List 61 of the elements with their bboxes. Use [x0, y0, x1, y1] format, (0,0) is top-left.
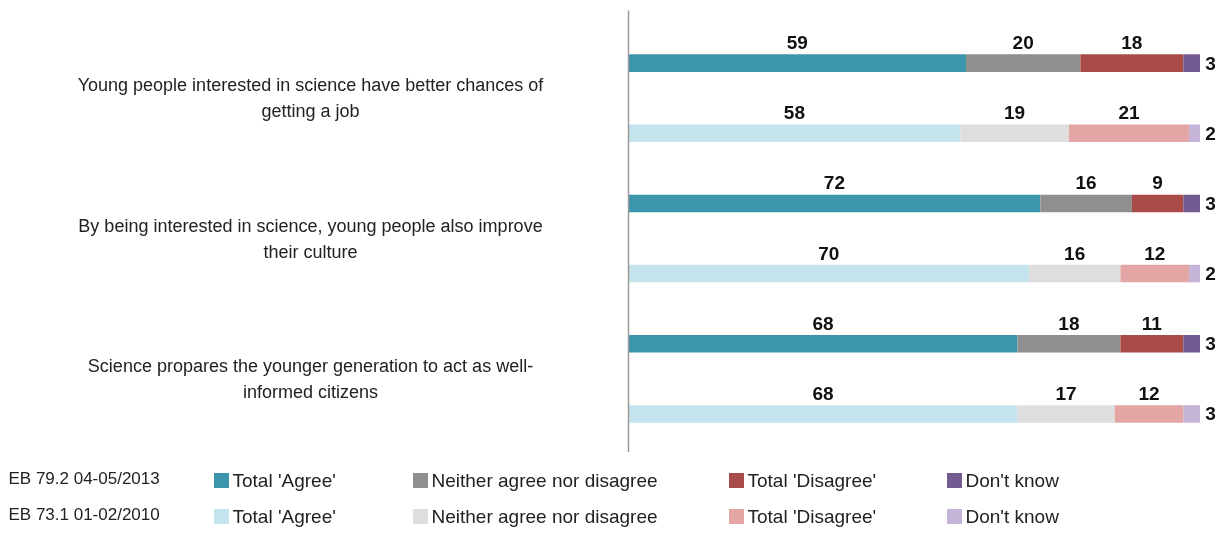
data-label: 68	[812, 382, 834, 404]
data-label: 20	[1012, 32, 1034, 54]
data-label: 21	[1118, 102, 1140, 124]
data-label: 70	[818, 242, 840, 264]
bar	[628, 54, 966, 72]
bar	[1017, 334, 1121, 353]
legend-label: Don't know	[965, 506, 1060, 527]
bar	[1131, 194, 1184, 213]
data-label: 16	[1064, 242, 1086, 264]
bar	[1189, 124, 1200, 143]
data-label: 12	[1138, 382, 1160, 404]
data-label: 19	[1004, 102, 1026, 124]
legend-label: Total 'Disagree'	[747, 470, 877, 491]
bar	[1183, 194, 1200, 213]
data-label: 12	[1144, 242, 1166, 264]
bar	[628, 405, 1018, 423]
y-tick-label: By being interested in science, young people also improve their culture	[78, 215, 543, 262]
bar	[1183, 54, 1200, 72]
data-label: 68	[812, 312, 834, 334]
data-label: 3	[1205, 192, 1216, 214]
y-tick-label: Young people interested in science have better chances of getting a job	[77, 75, 545, 122]
legend-label: Total 'Agree'	[232, 470, 336, 491]
bar	[1080, 54, 1184, 72]
bar	[965, 54, 1081, 72]
text: EB 79.2 04-05/2013	[8, 469, 160, 488]
bar	[628, 124, 961, 143]
bar	[628, 264, 1029, 283]
bar	[960, 124, 1069, 143]
legend-label: Total 'Agree'	[232, 506, 336, 527]
data-label: 2	[1205, 122, 1216, 144]
bar	[1189, 264, 1200, 283]
data-label: 59	[786, 32, 808, 54]
bar	[1183, 334, 1200, 353]
bar	[1114, 405, 1184, 423]
data-label: 18	[1058, 312, 1080, 334]
data-label: 17	[1055, 382, 1077, 404]
bar	[628, 334, 1018, 353]
data-label: 72	[823, 172, 845, 194]
bar	[1028, 264, 1121, 283]
data-label: 3	[1205, 333, 1216, 355]
text: EB 73.1 01-02/2010	[8, 505, 160, 524]
data-label: 11	[1141, 312, 1163, 334]
data-label: 2	[1205, 263, 1216, 285]
bar	[1120, 264, 1190, 283]
legend-label: Total 'Disagree'	[747, 506, 877, 527]
data-label: 18	[1121, 32, 1143, 54]
bar	[628, 194, 1041, 213]
data-label: 16	[1075, 172, 1097, 194]
data-label: 3	[1205, 403, 1216, 425]
bar	[1040, 194, 1132, 213]
data-label: 9	[1152, 172, 1163, 194]
data-label: 3	[1205, 52, 1216, 74]
bar	[1017, 405, 1115, 423]
legend-label: Don't know	[965, 470, 1060, 491]
legend-label: Neither agree nor disagree	[431, 470, 658, 491]
data-label: 58	[783, 102, 805, 124]
bar	[1068, 124, 1190, 143]
y-tick-label: Science propares the younger generation to act as well-informed citizens	[87, 355, 534, 402]
bar	[1120, 334, 1184, 353]
legend-label: Neither agree nor disagree	[431, 506, 658, 527]
bar	[1183, 405, 1200, 423]
